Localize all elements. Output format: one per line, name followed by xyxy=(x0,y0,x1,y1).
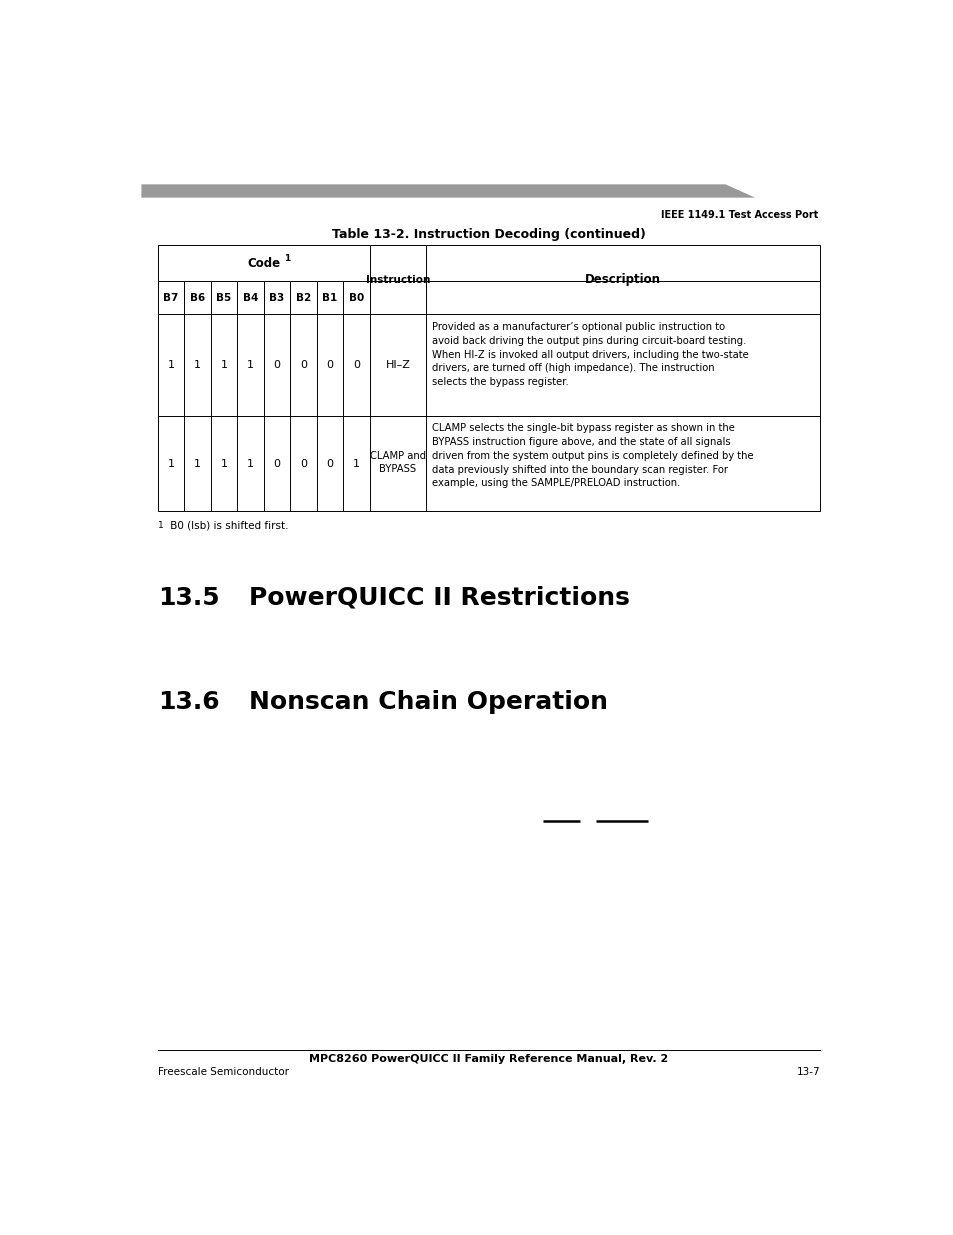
Text: selects the bypass register.: selects the bypass register. xyxy=(432,377,568,388)
Text: 0: 0 xyxy=(326,458,334,468)
Text: 13-7: 13-7 xyxy=(796,1067,820,1077)
Text: Table 13-2. Instruction Decoding (continued): Table 13-2. Instruction Decoding (contin… xyxy=(332,228,645,241)
Text: B7: B7 xyxy=(163,293,178,303)
Text: 1: 1 xyxy=(283,254,290,263)
Text: B5: B5 xyxy=(216,293,232,303)
Text: 1: 1 xyxy=(193,361,201,370)
Text: B0: B0 xyxy=(349,293,364,303)
Text: example, using the SAMPLE/PRELOAD instruction.: example, using the SAMPLE/PRELOAD instru… xyxy=(432,478,679,488)
Text: 0: 0 xyxy=(353,361,359,370)
Text: 1: 1 xyxy=(193,458,201,468)
Text: B6: B6 xyxy=(190,293,205,303)
Text: Code: Code xyxy=(247,257,280,269)
Text: 13.5: 13.5 xyxy=(157,585,219,610)
Text: Nonscan Chain Operation: Nonscan Chain Operation xyxy=(249,690,607,714)
Text: HI–Z: HI–Z xyxy=(385,361,410,370)
Text: 1: 1 xyxy=(220,361,227,370)
Text: 13.6: 13.6 xyxy=(157,690,219,714)
Text: B1: B1 xyxy=(322,293,337,303)
Text: B2: B2 xyxy=(295,293,311,303)
Text: 0: 0 xyxy=(299,458,307,468)
Text: data previously shifted into the boundary scan register. For: data previously shifted into the boundar… xyxy=(432,464,727,474)
Text: MPC8260 PowerQUICC II Family Reference Manual, Rev. 2: MPC8260 PowerQUICC II Family Reference M… xyxy=(309,1055,668,1065)
Text: 1: 1 xyxy=(168,361,174,370)
Text: BYPASS: BYPASS xyxy=(379,464,416,474)
Text: When HI-Z is invoked all output drivers, including the two-state: When HI-Z is invoked all output drivers,… xyxy=(432,350,748,359)
Text: 1: 1 xyxy=(168,458,174,468)
Text: 1: 1 xyxy=(157,521,163,530)
Polygon shape xyxy=(141,184,755,198)
Bar xyxy=(157,246,820,511)
Text: CLAMP and: CLAMP and xyxy=(370,451,425,461)
Text: IEEE 1149.1 Test Access Port: IEEE 1149.1 Test Access Port xyxy=(660,210,817,220)
Text: 1: 1 xyxy=(353,458,359,468)
Text: BYPASS instruction figure above, and the state of all signals: BYPASS instruction figure above, and the… xyxy=(432,437,730,447)
Text: Freescale Semiconductor: Freescale Semiconductor xyxy=(157,1067,289,1077)
Text: 0: 0 xyxy=(299,361,307,370)
Text: drivers, are turned off (high impedance). The instruction: drivers, are turned off (high impedance)… xyxy=(432,363,714,373)
Text: 1: 1 xyxy=(220,458,227,468)
Text: 0: 0 xyxy=(326,361,334,370)
Text: B3: B3 xyxy=(269,293,284,303)
Text: 1: 1 xyxy=(247,458,253,468)
Text: Description: Description xyxy=(584,273,660,287)
Text: 1: 1 xyxy=(247,361,253,370)
Text: CLAMP selects the single-bit bypass register as shown in the: CLAMP selects the single-bit bypass regi… xyxy=(432,424,734,433)
Text: Instruction: Instruction xyxy=(365,275,430,285)
Text: B0 (lsb) is shifted first.: B0 (lsb) is shifted first. xyxy=(167,521,288,531)
Text: Provided as a manufacturer’s optional public instruction to: Provided as a manufacturer’s optional pu… xyxy=(432,322,724,332)
Text: 0: 0 xyxy=(274,361,280,370)
Text: PowerQUICC II Restrictions: PowerQUICC II Restrictions xyxy=(249,585,629,610)
Text: B4: B4 xyxy=(242,293,258,303)
Text: driven from the system output pins is completely defined by the: driven from the system output pins is co… xyxy=(432,451,753,461)
Text: avoid back driving the output pins during circuit-board testing.: avoid back driving the output pins durin… xyxy=(432,336,745,346)
Text: 0: 0 xyxy=(274,458,280,468)
